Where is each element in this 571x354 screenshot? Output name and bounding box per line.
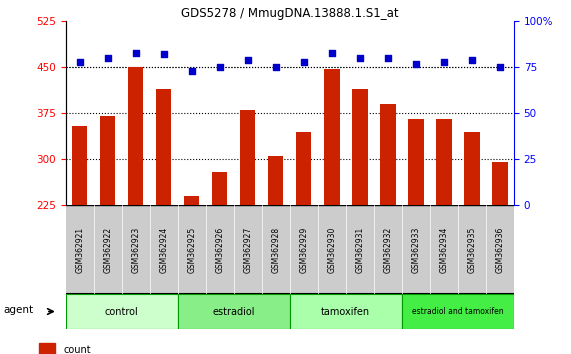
Text: estradiol and tamoxifen: estradiol and tamoxifen	[412, 307, 504, 316]
Text: GSM362930: GSM362930	[327, 226, 336, 273]
Point	[467, 57, 476, 63]
Bar	[212, 172, 227, 205]
Point	[103, 55, 112, 61]
Text: GSM362931: GSM362931	[355, 227, 364, 273]
Text: estradiol: estradiol	[212, 307, 255, 316]
Bar	[178, 294, 289, 329]
Point	[187, 68, 196, 74]
Text: GSM362923: GSM362923	[131, 227, 140, 273]
Bar	[324, 69, 340, 205]
Point	[411, 61, 420, 67]
Bar	[464, 132, 480, 205]
Point	[243, 57, 252, 63]
Bar	[72, 126, 87, 205]
Title: GDS5278 / MmugDNA.13888.1.S1_at: GDS5278 / MmugDNA.13888.1.S1_at	[181, 7, 399, 20]
Point	[383, 55, 392, 61]
Text: GSM362922: GSM362922	[103, 227, 112, 273]
Bar	[100, 116, 115, 205]
Text: GSM362925: GSM362925	[187, 227, 196, 273]
Bar	[380, 104, 396, 205]
Bar	[184, 196, 199, 205]
Text: count: count	[64, 346, 91, 354]
Text: GSM362927: GSM362927	[243, 227, 252, 273]
Point	[495, 64, 504, 70]
Bar	[240, 110, 255, 205]
Bar	[290, 294, 402, 329]
Bar	[268, 156, 283, 205]
Point	[159, 52, 168, 57]
Text: GSM362933: GSM362933	[411, 226, 420, 273]
Bar	[66, 294, 178, 329]
Point	[131, 50, 140, 55]
Text: GSM362926: GSM362926	[215, 227, 224, 273]
Text: control: control	[105, 307, 139, 316]
Text: GSM362921: GSM362921	[75, 227, 84, 273]
Point	[355, 55, 364, 61]
Text: GSM362934: GSM362934	[439, 226, 448, 273]
Text: GSM362936: GSM362936	[496, 226, 504, 273]
Bar	[156, 89, 171, 205]
Text: tamoxifen: tamoxifen	[321, 307, 371, 316]
Point	[215, 64, 224, 70]
Point	[439, 59, 448, 64]
Text: GSM362932: GSM362932	[383, 227, 392, 273]
Point	[75, 59, 85, 64]
Bar	[128, 67, 143, 205]
Point	[327, 50, 336, 55]
Bar	[352, 89, 368, 205]
Text: GSM362935: GSM362935	[468, 226, 476, 273]
Bar	[39, 343, 55, 354]
Text: GSM362928: GSM362928	[271, 227, 280, 273]
Bar	[402, 294, 514, 329]
Bar	[296, 132, 312, 205]
Text: agent: agent	[3, 305, 34, 315]
Text: GSM362929: GSM362929	[299, 227, 308, 273]
Point	[271, 64, 280, 70]
Bar	[408, 119, 424, 205]
Bar	[492, 162, 508, 205]
Bar	[436, 119, 452, 205]
Point	[299, 59, 308, 64]
Text: GSM362924: GSM362924	[159, 227, 168, 273]
